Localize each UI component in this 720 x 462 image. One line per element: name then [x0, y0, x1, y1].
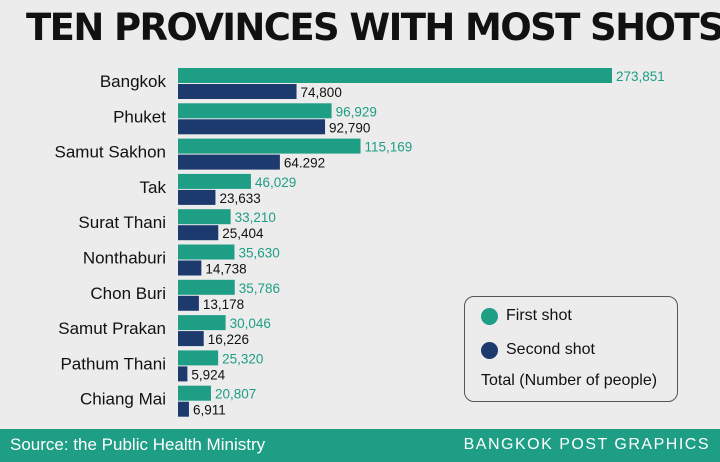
legend-item-first: First shot [481, 307, 572, 325]
legend-label-second: Second shot [506, 341, 595, 358]
data-label: 13,178 [203, 297, 244, 312]
bar-first-shot [178, 173, 251, 189]
data-label: 6,911 [193, 403, 226, 418]
source-text: Source: the Public Health Ministry [10, 435, 266, 454]
bar-second-shot [178, 189, 216, 205]
bar-second-shot [178, 119, 326, 135]
data-label: 64.292 [284, 156, 325, 171]
legend-note-text: Total (Number of people) [481, 372, 658, 389]
bar-first-shot [178, 315, 226, 331]
category-label: Phuket [113, 107, 166, 126]
category-label: Samut Prakan [58, 319, 166, 338]
data-label: 25,404 [222, 226, 264, 241]
bar-second-shot [178, 154, 280, 170]
bar-second-shot [178, 366, 188, 382]
bar-first-shot [178, 103, 332, 119]
bar-first-shot [178, 279, 235, 295]
legend-label-first: First shot [506, 307, 572, 324]
second-shot-swatch [481, 341, 498, 359]
category-label: Tak [140, 178, 167, 197]
bar-first-shot [178, 244, 235, 260]
footer-bar: Source: the Public Health Ministry BANGK… [0, 429, 720, 462]
legend-box: First shot Second shot Total (Number of … [464, 296, 678, 402]
data-label: 35,786 [239, 281, 280, 296]
data-label: 74,800 [301, 85, 342, 100]
category-label: Bangkok [100, 72, 167, 91]
bar-second-shot [178, 225, 219, 241]
bar-second-shot [178, 260, 202, 276]
data-label: 20,807 [215, 387, 256, 402]
credit-text: BANGKOK POST GRAPHICS [463, 436, 710, 453]
data-label: 5,924 [191, 367, 225, 382]
legend-note: Total (Number of people) [481, 372, 657, 390]
bar-first-shot [178, 385, 211, 401]
bar-second-shot [178, 84, 297, 99]
category-label: Surat Thani [78, 213, 166, 232]
data-label: 96,929 [336, 104, 377, 119]
category-label: Chiang Mai [80, 390, 166, 409]
data-label: 92,790 [329, 120, 370, 135]
data-label: 25,320 [222, 351, 263, 366]
data-label: 16,226 [208, 332, 249, 347]
bar-second-shot [178, 331, 204, 347]
data-label: 35,630 [238, 246, 279, 261]
bar-first-shot [178, 68, 612, 83]
bar-first-shot [178, 209, 231, 225]
data-label: 273,851 [616, 69, 665, 84]
bar-first-shot [178, 138, 361, 154]
data-label: 115,169 [365, 140, 413, 155]
category-label: Chon Buri [90, 284, 166, 303]
category-label: Samut Sakhon [54, 143, 166, 162]
data-label: 30,046 [230, 316, 271, 331]
category-label: Nonthaburi [83, 249, 166, 268]
data-label: 14,738 [205, 262, 246, 277]
legend-item-second: Second shot [481, 341, 595, 359]
bar-first-shot [178, 350, 219, 366]
bar-second-shot [178, 401, 189, 417]
chart-title: TEN PROVINCES WITH MOST SHOTS [26, 6, 720, 49]
first-shot-swatch [481, 307, 498, 325]
bar-second-shot [178, 295, 199, 311]
category-label: Pathum Thani [60, 354, 166, 373]
data-label: 23,633 [219, 191, 260, 206]
data-label: 46,029 [255, 175, 296, 190]
data-label: 33,210 [235, 210, 276, 225]
